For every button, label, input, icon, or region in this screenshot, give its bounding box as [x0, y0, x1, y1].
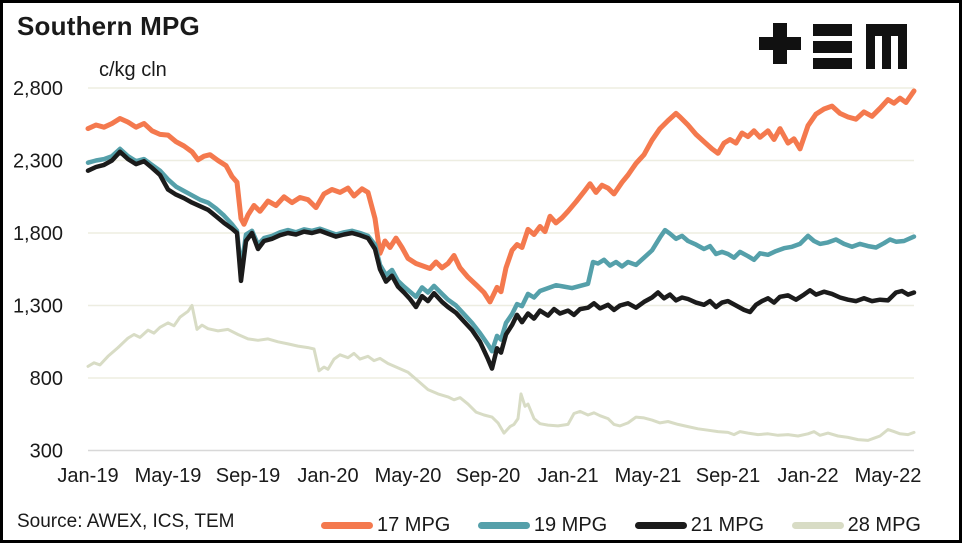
legend-swatch: [477, 522, 530, 529]
legend-item-19-mpg: 19 MPG: [477, 514, 608, 537]
legend-label: 19 MPG: [533, 514, 608, 536]
legend-swatch: [791, 522, 844, 529]
legend-label: 17 MPG: [377, 514, 451, 536]
y-tick-label: 2,300: [13, 151, 63, 173]
x-tick-label: Sep-21: [696, 465, 761, 487]
x-tick-label: Jan-19: [57, 465, 118, 487]
legend-item-21-mpg: 21 MPG: [634, 514, 765, 537]
y-tick-label: 800: [30, 368, 63, 390]
series-line-19-mpg: [85, 146, 917, 354]
y-tick-label: 300: [30, 441, 63, 463]
series-line-17-mpg: [85, 88, 917, 305]
series-line-28-mpg: [86, 304, 916, 442]
y-tick-label: 2,800: [13, 78, 63, 100]
series-line-21-mpg: [85, 149, 917, 371]
source-label: Source: AWEX, ICS, TEM: [17, 511, 235, 532]
x-tick-label: Jan-20: [297, 465, 358, 487]
x-tick-label: May-19: [135, 465, 202, 487]
tem-logo-icon: [759, 23, 907, 69]
page-title: Southern MPG: [17, 11, 200, 41]
x-tick-label: Jan-22: [777, 465, 838, 487]
x-tick-label: May-20: [375, 465, 442, 487]
legend-label: 21 MPG: [690, 514, 765, 536]
y-tick-label: 1,800: [13, 223, 63, 245]
legend-item-28-mpg: 28 MPG: [791, 514, 921, 537]
legend-item-17-mpg: 17 MPG: [321, 514, 450, 537]
legend: 17 MPG 19 MPG 21 MPG 28 MPG: [321, 514, 921, 537]
legend-swatch: [321, 522, 373, 529]
y-axis-unit-label: c/kg cln: [99, 59, 167, 81]
legend-label: 28 MPG: [847, 514, 921, 536]
y-tick-label: 1,300: [13, 296, 63, 318]
x-tick-label: Jan-21: [537, 465, 598, 487]
x-tick-label: May-22: [855, 465, 922, 487]
x-tick-label: Sep-19: [216, 465, 281, 487]
legend-swatch: [634, 522, 687, 529]
x-tick-label: May-21: [615, 465, 682, 487]
x-tick-label: Sep-20: [456, 465, 521, 487]
